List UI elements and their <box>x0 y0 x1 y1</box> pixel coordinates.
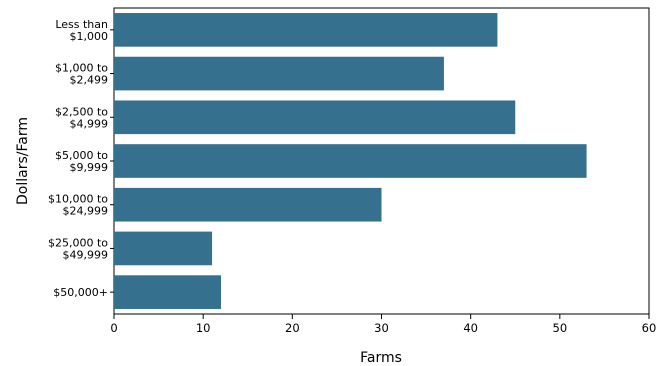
bar <box>114 144 587 178</box>
x-tick-label: 20 <box>285 321 300 335</box>
category-labels: Less than $1,000 $1,000 to $2,499 $2,500 to $… <box>48 18 114 299</box>
y-axis-title: Dollars/Farm <box>15 117 31 205</box>
x-tick-label: 60 <box>642 321 657 335</box>
x-tick-label: 30 <box>374 321 389 335</box>
bar <box>114 56 444 91</box>
bar <box>114 13 498 47</box>
x-axis-ticks: 0 10 20 30 40 50 60 <box>110 314 656 335</box>
bar <box>114 231 213 266</box>
category-label: Less than $1,000 <box>55 18 108 43</box>
category-label: $25,000 to $49,999 <box>48 236 108 261</box>
category-label: $2,500 to $4,999 <box>55 105 108 130</box>
x-axis-title: Farms <box>360 350 402 366</box>
x-tick-label: 10 <box>196 321 211 335</box>
bar <box>114 187 382 222</box>
x-tick-label: 0 <box>110 321 117 335</box>
bars-group <box>114 13 587 309</box>
category-label: $50,000+ <box>53 286 108 299</box>
category-label: $10,000 to $24,999 <box>48 193 108 218</box>
category-label: $5,000 to $9,999 <box>55 149 108 174</box>
bar <box>114 275 221 309</box>
category-label: $1,000 to $2,499 <box>55 62 108 87</box>
x-tick-label: 40 <box>463 321 478 335</box>
bar <box>114 100 516 135</box>
x-tick-label: 50 <box>553 321 568 335</box>
